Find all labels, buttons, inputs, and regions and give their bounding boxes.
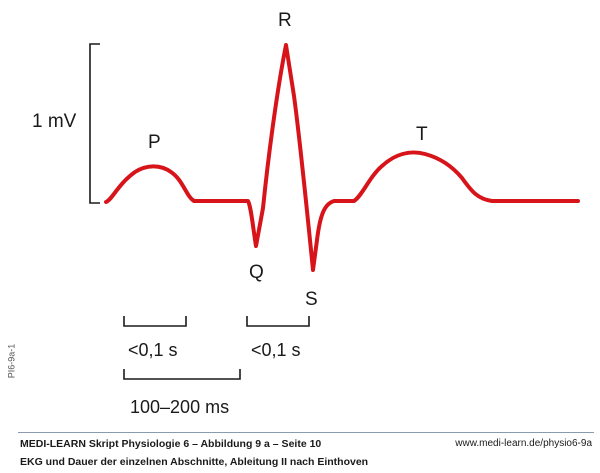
- qrs-duration-label: <0,1 s: [251, 340, 301, 360]
- wave-label-q: Q: [249, 262, 264, 283]
- ecg-trace: [104, 43, 580, 272]
- ecg-diagram: 1 mV P R Q S T <0,1 s <0,1 s 100–200 ms: [32, 10, 580, 417]
- figure-code: PI6-9a-1: [6, 343, 17, 379]
- footer-title: MEDI-LEARN Skript Physiologie 6 – Abbild…: [20, 438, 322, 450]
- footer-url[interactable]: www.medi-learn.de/physio6-9a: [455, 438, 592, 449]
- footer-caption: EKG und Dauer der einzelnen Abschnitte, …: [20, 456, 369, 468]
- scale-label: 1 mV: [32, 111, 77, 132]
- wave-label-p: P: [148, 132, 161, 153]
- pq-duration-bracket: [123, 316, 187, 327]
- pq-interval-label: 100–200 ms: [130, 397, 229, 417]
- footer-rule: [18, 432, 594, 433]
- pq-duration-label: <0,1 s: [128, 340, 178, 360]
- qrs-duration-bracket: [246, 316, 310, 327]
- wave-label-t: T: [416, 124, 428, 145]
- wave-label-s: S: [305, 289, 318, 310]
- pq-interval-bracket: [123, 369, 241, 380]
- wave-label-r: R: [278, 10, 292, 31]
- scale-bracket: [89, 43, 100, 204]
